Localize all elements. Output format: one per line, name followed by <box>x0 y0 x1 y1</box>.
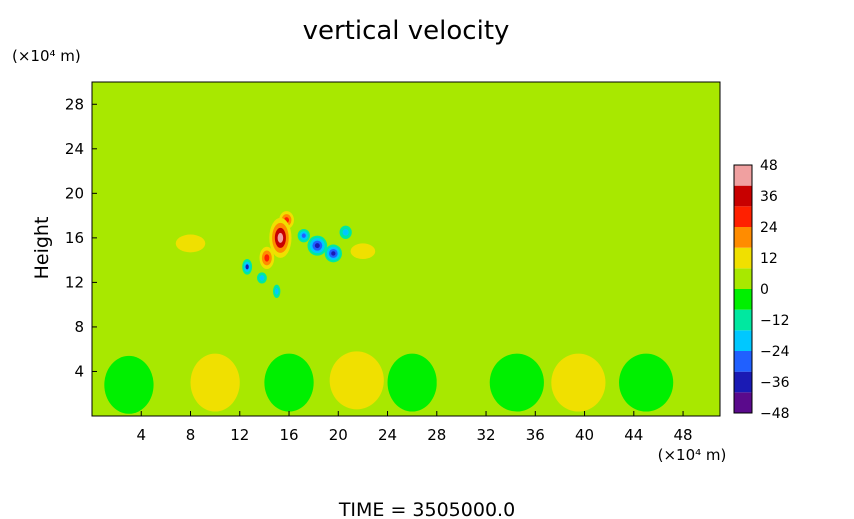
velocity-cell <box>269 217 292 258</box>
velocity-contour <box>436 353 487 412</box>
x-tick-label: 16 <box>279 426 298 444</box>
time-footer: TIME = 3505000.0 <box>338 499 515 519</box>
velocity-cell <box>307 235 328 256</box>
colorbar-label: 24 <box>760 220 778 236</box>
velocity-contour <box>393 238 431 260</box>
velocity-contour <box>277 232 284 243</box>
y-axis-label: Height <box>31 217 53 280</box>
x-tick-label: 12 <box>230 426 249 444</box>
y-tick-label: 28 <box>65 95 84 113</box>
x-axis: 4 8 12 16 20 24 28 32 36 40 44 48 <box>136 411 693 444</box>
velocity-cell <box>489 353 544 412</box>
colorbar-segment <box>734 289 752 310</box>
velocity-contour <box>264 353 314 412</box>
x-tick-label: 48 <box>674 426 693 444</box>
x-tick-label: 40 <box>575 426 594 444</box>
x-tick-label: 20 <box>329 426 348 444</box>
velocity-cell <box>104 355 154 414</box>
colorbar-segment <box>734 392 752 413</box>
x-tick-label: 44 <box>624 426 643 444</box>
velocity-cell <box>259 246 275 270</box>
velocity-contour <box>175 234 206 253</box>
velocity-cell <box>190 353 240 412</box>
colorbar-segment <box>734 227 752 248</box>
colorbar-segment <box>734 247 752 269</box>
velocity-cell <box>691 353 720 412</box>
velocity-cell <box>242 259 253 275</box>
colorbar-label: 0 <box>760 282 769 298</box>
colorbar-label: −36 <box>760 375 790 391</box>
colorbar-label: 12 <box>760 251 778 267</box>
velocity-cell <box>551 353 606 412</box>
velocity-cell <box>175 234 206 253</box>
y-unit-label: (×10⁴ m) <box>12 47 81 65</box>
velocity-contour <box>274 287 279 295</box>
x-tick-label: 8 <box>186 426 196 444</box>
colorbar-segment <box>734 165 752 186</box>
velocity-contour <box>342 228 349 236</box>
colorbar-segment <box>734 268 752 289</box>
velocity-contour <box>619 353 674 412</box>
x-tick-label: 4 <box>136 426 146 444</box>
colorbar-segment <box>734 206 752 227</box>
velocity-contour <box>350 243 376 260</box>
colorbar-segment <box>734 351 752 372</box>
velocity-cell <box>350 243 376 260</box>
velocity-cell <box>329 351 384 410</box>
x-tick-label: 28 <box>427 426 446 444</box>
colorbar-segment <box>734 371 752 393</box>
y-tick-label: 24 <box>65 140 84 158</box>
velocity-contour <box>301 233 306 238</box>
velocity-contour <box>331 251 336 256</box>
velocity-field <box>104 211 720 414</box>
velocity-cell <box>387 353 437 412</box>
plot-area <box>91 81 721 417</box>
velocity-cell <box>257 272 267 284</box>
velocity-cell <box>324 244 342 263</box>
velocity-cell <box>619 353 674 412</box>
velocity-cell <box>297 228 310 243</box>
y-tick-label: 4 <box>74 362 84 380</box>
velocity-cell <box>339 225 352 239</box>
x-tick-label: 36 <box>526 426 545 444</box>
velocity-cell <box>273 284 281 298</box>
colorbar-frame <box>733 164 753 414</box>
velocity-contour <box>314 243 320 249</box>
velocity-contour <box>691 353 720 412</box>
velocity-cell <box>264 353 314 412</box>
colorbar-segment <box>734 185 752 207</box>
velocity-contour <box>104 355 154 414</box>
colorbar-label: −12 <box>760 313 790 329</box>
velocity-contour <box>245 264 249 270</box>
velocity-contour <box>489 353 544 412</box>
velocity-cell <box>393 238 431 260</box>
colorbar: 48 36 24 12 0 −12 −24 −36 −48 <box>733 158 790 422</box>
colorbar-label: −24 <box>760 344 790 360</box>
velocity-contour <box>551 353 606 412</box>
y-tick-label: 20 <box>65 184 84 202</box>
y-tick-label: 16 <box>65 229 84 247</box>
x-unit-label: (×10⁴ m) <box>658 446 727 464</box>
velocity-contour <box>264 254 270 262</box>
velocity-cell <box>436 353 487 412</box>
colorbar-label: 36 <box>760 189 778 205</box>
velocity-contour <box>329 351 384 410</box>
chart-title: vertical velocity <box>303 16 510 46</box>
y-tick-label: 12 <box>65 273 84 291</box>
velocity-contour <box>259 275 265 281</box>
velocity-contour <box>190 353 240 412</box>
colorbar-segment <box>734 309 752 331</box>
y-tick-label: 8 <box>74 318 84 336</box>
y-axis: 4 8 12 16 20 24 28 <box>65 95 97 380</box>
velocity-contour <box>387 353 437 412</box>
colorbar-label: 48 <box>760 158 778 174</box>
colorbar-segment <box>734 330 752 351</box>
x-tick-label: 24 <box>378 426 397 444</box>
colorbar-label: −48 <box>760 406 790 422</box>
x-tick-label: 32 <box>476 426 495 444</box>
plot-frame <box>91 81 721 417</box>
